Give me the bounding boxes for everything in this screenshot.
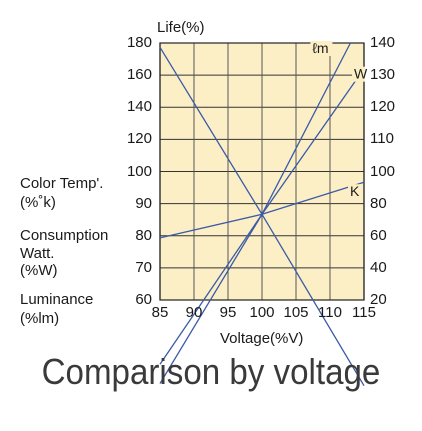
series-lines <box>159 42 365 387</box>
left-tick-label: 60 <box>135 291 152 308</box>
x-tick-label: 95 <box>219 304 237 321</box>
left-group-color-temp-line2: (%˚k) <box>20 194 56 211</box>
left-group-watt-line1: Consumption <box>20 227 109 244</box>
right-tick-label: 110 <box>370 130 394 148</box>
series-labels: ℓm W K <box>310 40 368 200</box>
series-label-bg <box>348 184 361 200</box>
plot-frame <box>159 42 365 301</box>
left-tick-label: 140 <box>126 98 152 116</box>
left-group-watt-line2: Watt. <box>20 245 55 262</box>
right-tick-label: 140 <box>370 34 396 51</box>
series-label: W <box>354 66 368 82</box>
x-axis-title: Voltage(%V) <box>220 330 304 347</box>
left-tick-label: 160 <box>126 66 152 84</box>
left-group-luminance-line1: Luminance <box>20 291 94 308</box>
right-tick-label: 40 <box>370 258 387 276</box>
series-line-life-3 <box>159 46 365 387</box>
right-tick-label: 120 <box>370 98 396 116</box>
left-tick-label: 180 <box>126 34 152 51</box>
left-tick-label: 90 <box>135 194 152 212</box>
chart-caption-title: Comparison by voltage <box>41 351 381 392</box>
left-tick-label: 80 <box>135 226 152 244</box>
x-tick-label: 115 <box>352 304 376 321</box>
x-tick-label: 85 <box>151 304 169 321</box>
x-tick-label: 110 <box>318 304 342 321</box>
right-tick-label: 80 <box>370 194 387 212</box>
x-tick-label: 105 <box>283 304 309 321</box>
x-tick-label: 90 <box>185 304 203 321</box>
y-axis-title: Life(%) <box>157 19 205 36</box>
left-tick-label: 70 <box>135 258 152 276</box>
left-group-luminance-line2: (%lm) <box>20 310 60 327</box>
right-tick-label: 60 <box>370 226 387 244</box>
series-label-bg <box>310 41 333 56</box>
right-tick-label: 130 <box>370 66 396 84</box>
left-tick-label: 100 <box>126 162 152 180</box>
series-label: K <box>350 183 360 199</box>
x-tick-label: 100 <box>249 304 275 321</box>
right-tick-label: 20 <box>370 291 387 308</box>
left-group-color-temp-line1: Color Temp'. <box>20 175 104 192</box>
left-group-watt-line3: (%W) <box>20 262 58 279</box>
grid <box>159 42 365 301</box>
right-tick-label: 100 <box>370 162 396 180</box>
series-label-bg <box>352 66 365 82</box>
left-tick-label: 120 <box>126 130 152 148</box>
series-label: ℓm <box>312 40 328 56</box>
